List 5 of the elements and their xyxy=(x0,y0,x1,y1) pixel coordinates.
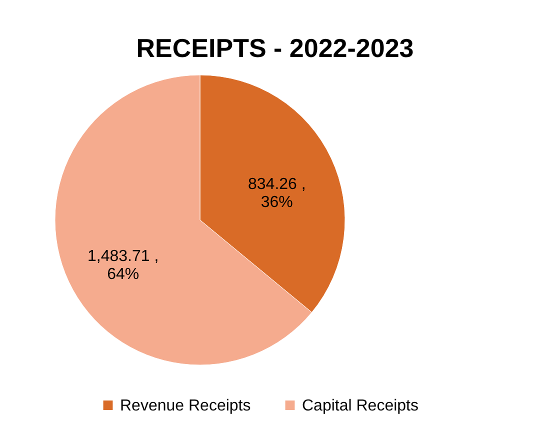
chart-title: RECEIPTS - 2022-2023 xyxy=(136,33,414,63)
legend-label: Capital Receipts xyxy=(302,397,418,414)
data-label: 1,483.71 , 64% xyxy=(88,248,159,284)
legend-label: Revenue Receipts xyxy=(120,397,251,414)
data-label: 834.26 , 36% xyxy=(248,176,306,211)
